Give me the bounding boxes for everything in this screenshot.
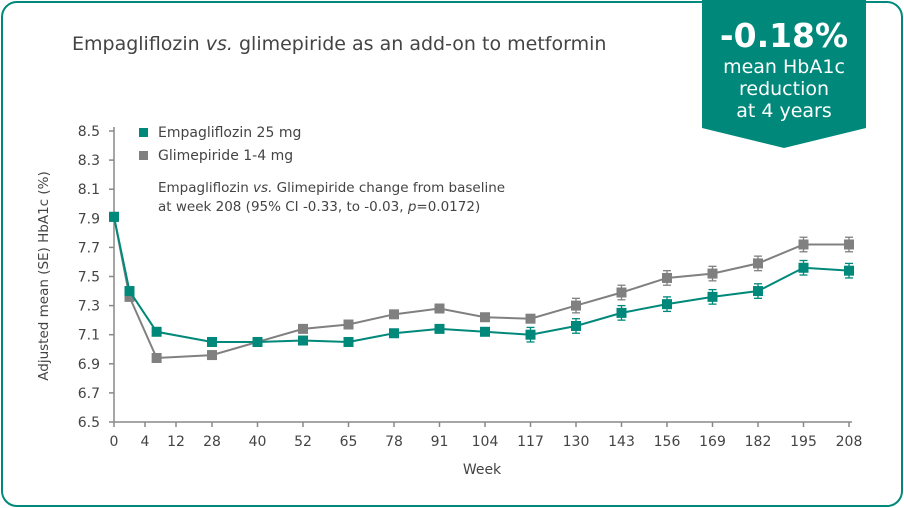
data-point [707, 268, 718, 279]
banner-line2: reduction [738, 78, 830, 100]
x-tick-label: 195 [790, 434, 817, 450]
data-point [124, 286, 135, 297]
data-point [343, 319, 354, 330]
x-tick-label: 78 [385, 434, 403, 450]
x-tick-label: 52 [294, 434, 312, 450]
x-tick-label: 12 [167, 434, 185, 450]
x-tick-label: 117 [517, 434, 544, 450]
x-axis-label: Week [463, 462, 502, 478]
x-tick-label: 40 [249, 434, 267, 450]
x-tick-label: 28 [203, 434, 221, 450]
x-tick-label: 104 [472, 434, 499, 450]
data-point [616, 307, 627, 318]
series-line [113, 216, 849, 360]
data-point [571, 320, 581, 331]
y-tick-label: 6.5 [78, 415, 100, 431]
banner-line3: at 4 years [736, 100, 832, 122]
x-tick-label: 156 [654, 434, 681, 450]
x-tick-label: 182 [745, 434, 772, 450]
x-tick-label: 0 [110, 434, 119, 450]
y-tick-label: 7.9 [78, 211, 100, 227]
data-point [844, 239, 854, 250]
y-tick-label: 7.7 [78, 240, 100, 256]
data-point [207, 350, 217, 361]
data-point [298, 323, 308, 334]
data-point [480, 312, 490, 323]
data-point [753, 258, 763, 269]
data-point [571, 300, 581, 311]
data-point [707, 291, 718, 302]
y-tick-label: 7.5 [78, 270, 100, 286]
data-point [389, 328, 399, 339]
legend-marker [139, 128, 148, 137]
chart-title: Empagliflozin vs. glimepiride as an add-… [72, 33, 607, 55]
y-tick-label: 8.5 [78, 124, 100, 140]
y-tick-label: 7.3 [78, 299, 100, 315]
data-point [389, 309, 399, 320]
x-tick-label: 169 [699, 434, 726, 450]
legend-marker [139, 151, 148, 160]
y-tick-label: 8.1 [78, 182, 100, 198]
banner-line1: mean HbA1c [723, 56, 845, 78]
x-tick-label: 65 [340, 434, 358, 450]
legend-label: Glimepiride 1-4 mg [158, 148, 293, 164]
x-tick-label: 130 [563, 434, 590, 450]
y-tick-label: 6.7 [78, 386, 100, 402]
x-tick-label: 4 [141, 434, 150, 450]
data-point [298, 335, 308, 346]
y-tick-label: 6.9 [78, 357, 100, 373]
data-point [844, 265, 854, 276]
y-tick-label: 7.1 [78, 328, 100, 344]
banner-value: -0.18% [719, 16, 849, 55]
data-point [753, 286, 763, 297]
data-point [662, 272, 672, 283]
annotation-line2: at week 208 (95% CI -0.33, to -0.03, p=0… [158, 199, 480, 215]
data-point [252, 336, 263, 347]
x-tick-label: 91 [431, 434, 449, 450]
annotation-line1: Empagliflozin vs. Glimepiride change fro… [158, 180, 505, 196]
result-banner: -0.18% mean HbA1c reduction at 4 years [702, 0, 866, 148]
data-point [434, 323, 445, 334]
x-tick-label: 208 [836, 434, 863, 450]
data-point [798, 262, 809, 273]
data-point [616, 287, 627, 298]
data-point [480, 326, 490, 337]
data-point [207, 336, 217, 347]
x-tick-label: 143 [608, 434, 635, 450]
y-axis-label: Adjusted mean (SE) HbA1c (%) [36, 171, 52, 381]
data-point [662, 299, 672, 310]
y-tick-label: 8.3 [78, 153, 100, 169]
series-line [113, 216, 850, 343]
data-point [124, 291, 135, 302]
data-point [151, 326, 162, 337]
data-point [434, 303, 445, 314]
data-point [109, 211, 119, 222]
data-point [525, 329, 536, 340]
data-point [151, 352, 162, 363]
data-point [525, 313, 536, 324]
data-point [798, 239, 809, 250]
legend-label: Empagliflozin 25 mg [158, 125, 301, 141]
data-point [343, 336, 354, 347]
